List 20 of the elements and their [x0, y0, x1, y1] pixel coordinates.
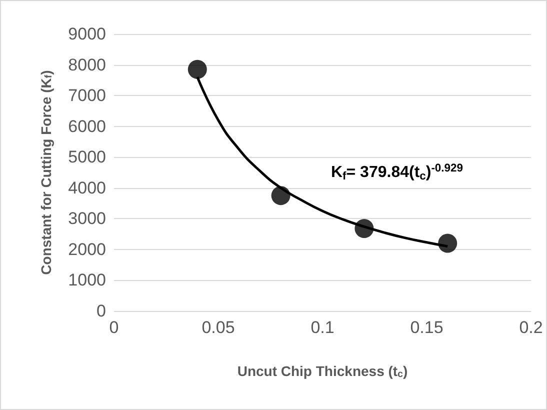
x-tick-label: 0.2: [519, 318, 543, 337]
y-tick-label: 1000: [68, 270, 106, 290]
point: [438, 234, 458, 253]
x-tick-label: 0.05: [202, 318, 235, 337]
y-tick-label: 7000: [68, 86, 106, 106]
y-tick-label: 6000: [68, 116, 106, 136]
y-tick-label: 9000: [68, 24, 106, 44]
x-tick-label: 0: [109, 318, 119, 337]
y-tick-label: 0: [96, 302, 106, 320]
x-tick-label: 0.1: [310, 318, 334, 337]
y-tick-label: 3000: [68, 209, 106, 228]
y-tick-label: 2000: [68, 240, 106, 259]
y-axis-title: Constant for Cutting Force (Kf): [38, 70, 54, 275]
y-tick-label: 8000: [68, 55, 106, 74]
point: [188, 60, 207, 79]
y-tick-label: 5000: [68, 148, 106, 167]
point: [354, 219, 374, 238]
point: [271, 186, 290, 206]
x-tick-label: 0.15: [410, 318, 444, 337]
y-tick-label: 4000: [68, 178, 106, 198]
